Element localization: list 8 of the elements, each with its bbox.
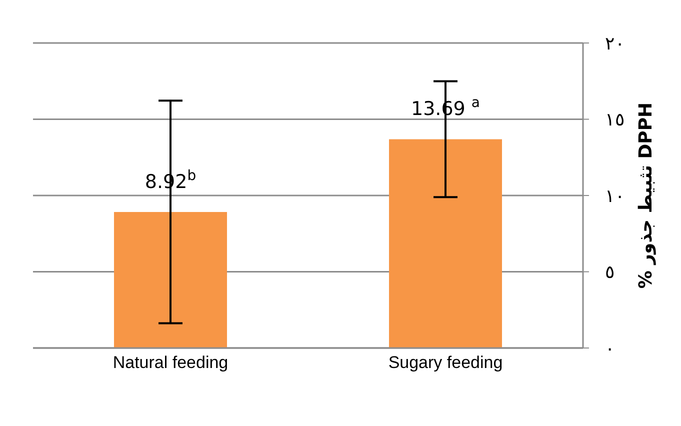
x-tick-label: Natural feeding [112, 353, 228, 372]
y-tick-label: ١٠ [605, 186, 625, 206]
y-tick-label: ٢٠ [605, 33, 625, 54]
x-tick-label: Sugary feeding [388, 353, 503, 372]
y-axis-title: % تثبيط جذور DPPH [635, 102, 656, 289]
y-tick-label: ٥ [605, 262, 615, 282]
y-tick-label: ٠ [605, 338, 615, 358]
y-tick-label: ١٥ [605, 110, 625, 130]
